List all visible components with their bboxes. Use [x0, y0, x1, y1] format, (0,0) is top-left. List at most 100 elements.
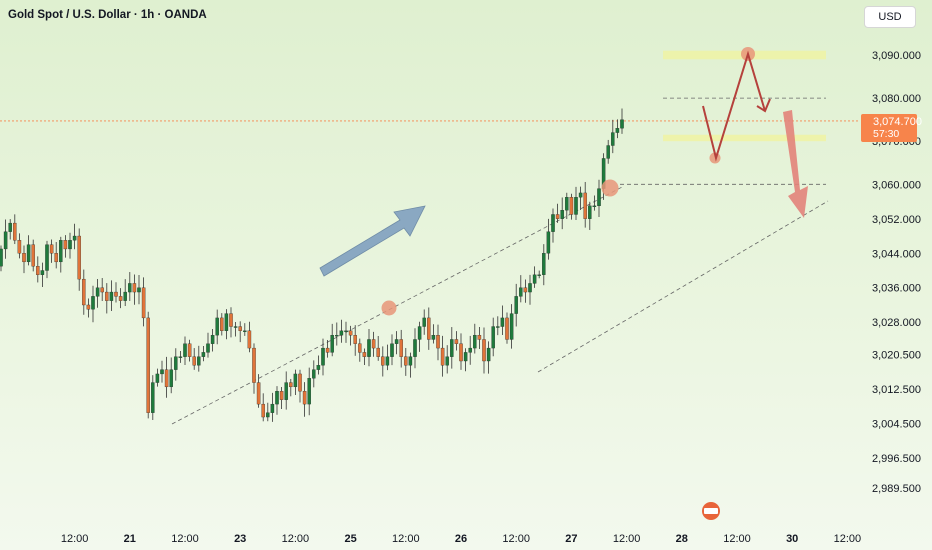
- candle-body: [31, 244, 35, 267]
- candle-body: [160, 369, 164, 375]
- candle-body: [390, 343, 394, 357]
- candle-body: [118, 296, 123, 301]
- y-tick-label: 3,080.000: [872, 93, 921, 105]
- candle-body: [445, 356, 449, 366]
- candle-body: [132, 283, 137, 293]
- candle-body: [463, 352, 468, 362]
- candle-body: [238, 326, 242, 331]
- y-tick-label: 3,090.000: [872, 50, 921, 62]
- currency-selector[interactable]: USD: [864, 6, 916, 28]
- candle-body: [40, 270, 45, 275]
- candle-body: [105, 291, 109, 301]
- candle-body: [555, 214, 560, 219]
- candle-body: [293, 373, 298, 388]
- candle-body: [335, 334, 339, 337]
- y-tick-label: 3,052.000: [872, 214, 921, 226]
- y-tick-label: 3,044.000: [872, 248, 921, 260]
- candle-body: [197, 356, 201, 366]
- candle-body: [54, 253, 58, 263]
- x-tick-label: 28: [676, 533, 688, 545]
- candle-body: [348, 330, 353, 336]
- x-tick-label: 30: [786, 533, 798, 545]
- candle-body: [468, 347, 472, 353]
- candle-body: [201, 352, 206, 357]
- candle-body: [233, 326, 238, 328]
- candle-body: [151, 382, 155, 413]
- y-tick-label: 2,996.500: [872, 453, 921, 465]
- candle-body: [82, 278, 86, 306]
- candle-body: [146, 317, 150, 413]
- candle-body: [164, 369, 169, 388]
- downtrend-arrow: [783, 110, 808, 218]
- y-tick-label: 3,004.500: [872, 419, 921, 431]
- candle-body: [477, 334, 482, 340]
- candle-body: [95, 287, 100, 297]
- candle-body: [413, 339, 417, 357]
- candle-body: [509, 313, 514, 340]
- candle-body: [325, 347, 330, 353]
- forecast-path: [702, 50, 766, 162]
- candle-body: [72, 235, 77, 241]
- uptrend-arrow: [319, 205, 426, 277]
- candle-body: [192, 356, 196, 366]
- candle-body: [247, 330, 252, 349]
- candle-body: [252, 347, 256, 383]
- candle-body: [454, 339, 459, 344]
- x-tick-label: 12:00: [613, 533, 641, 545]
- candle-body: [431, 334, 436, 340]
- candle-body: [358, 343, 362, 353]
- candle-body: [114, 291, 118, 297]
- candle-body: [155, 373, 160, 383]
- candle-body: [385, 356, 390, 366]
- candle-body: [91, 296, 95, 310]
- candle-body: [141, 287, 146, 319]
- support-zone: [663, 134, 826, 142]
- candle-body: [312, 369, 316, 379]
- candle-body: [243, 330, 247, 332]
- candle-body: [491, 326, 495, 349]
- x-axis: 12:00 21 12:00 23 12:00 25 12:00 26 12:00 27 12:00…: [61, 533, 861, 545]
- candles-layer: [0, 108, 624, 422]
- marker-circle: [601, 179, 619, 197]
- candle-body: [224, 313, 229, 331]
- candle-body: [206, 343, 210, 353]
- candle-body: [270, 403, 275, 413]
- candle-body: [514, 296, 518, 314]
- x-tick-label: 12:00: [392, 533, 420, 545]
- candle-body: [63, 240, 68, 250]
- candle-body: [542, 253, 546, 275]
- y-tick-label: 3,036.000: [872, 283, 921, 295]
- candle-body: [100, 287, 104, 293]
- candle-body: [436, 334, 440, 349]
- candle-body: [611, 132, 615, 146]
- candle-body: [565, 197, 569, 211]
- candle-body: [178, 356, 183, 358]
- candle-body: [36, 266, 40, 275]
- candle-body: [17, 240, 22, 254]
- candle-body: [261, 403, 265, 418]
- annotation-layer: [0, 50, 858, 425]
- candle-body: [505, 317, 509, 340]
- candle-body: [417, 326, 422, 340]
- candle-body: [266, 412, 270, 418]
- candle-body: [59, 240, 63, 263]
- candle-body: [256, 382, 261, 405]
- candle-body: [137, 287, 141, 293]
- x-tick-label: 23: [234, 533, 246, 545]
- price-tag: [861, 113, 917, 142]
- candle-body: [344, 330, 348, 332]
- y-tick-label: 3,060.000: [872, 179, 921, 191]
- candle-body: [537, 274, 541, 276]
- candle-body: [26, 244, 31, 263]
- x-tick-label: 25: [344, 533, 356, 545]
- forecast-arrowhead: [756, 98, 771, 113]
- candle-body: [496, 326, 500, 328]
- candle-body: [45, 244, 49, 271]
- candle-body: [353, 334, 357, 344]
- candle-body: [560, 210, 564, 219]
- candle-body: [321, 347, 325, 366]
- candle-body: [519, 287, 523, 297]
- candle-body: [330, 334, 334, 353]
- candle-body: [399, 339, 403, 357]
